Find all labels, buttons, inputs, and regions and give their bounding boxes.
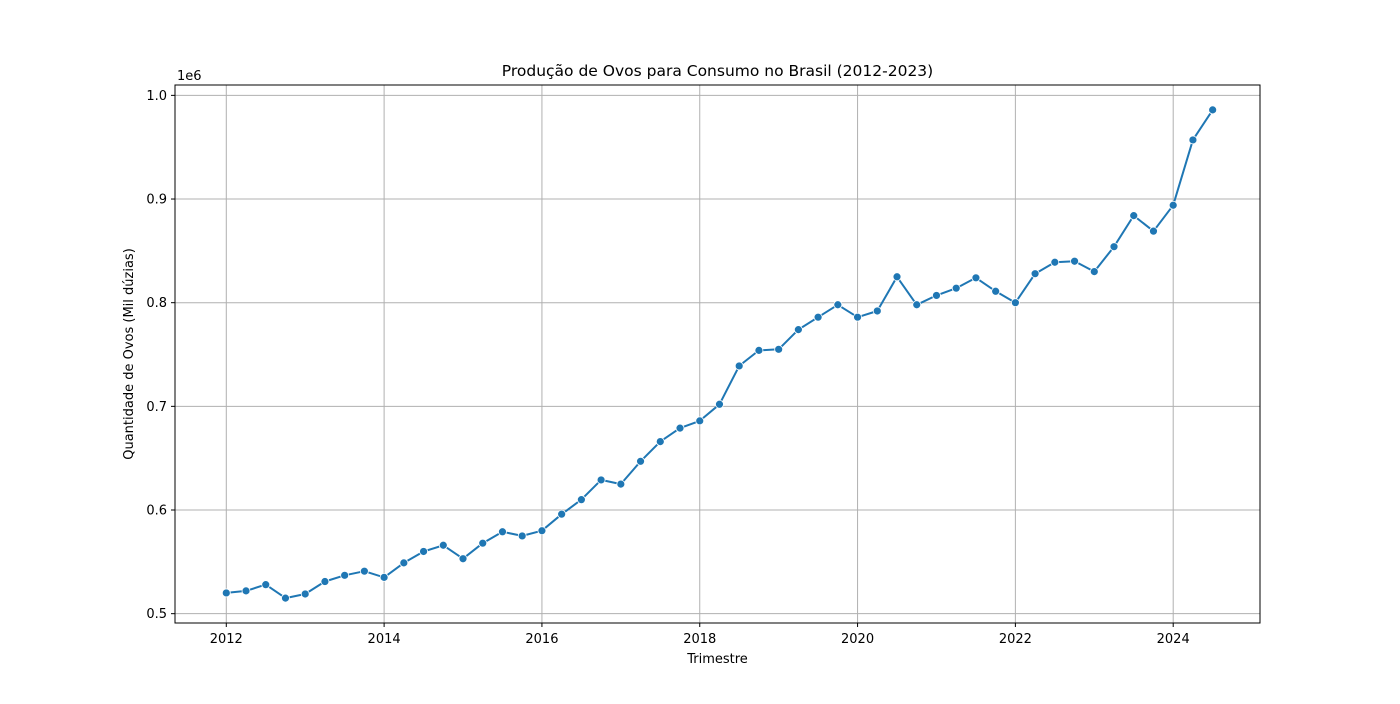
data-point <box>754 345 764 355</box>
data-point <box>359 566 369 576</box>
data-point <box>596 475 606 485</box>
y-tick-label: 1.0 <box>146 89 167 104</box>
data-point <box>813 312 823 322</box>
data-point <box>399 558 409 568</box>
data-point <box>1089 267 1099 276</box>
data-point <box>379 572 389 582</box>
x-tick-label: 2016 <box>525 632 558 647</box>
data-point <box>774 344 784 354</box>
data-point <box>853 312 862 322</box>
data-point <box>675 423 685 433</box>
data-point <box>1070 256 1079 266</box>
data-point <box>1208 105 1218 115</box>
data-point <box>1129 211 1139 221</box>
data-point <box>1010 298 1020 308</box>
y-axis-offset-label: 1e6 <box>177 69 202 84</box>
x-tick-label: 2022 <box>999 632 1032 647</box>
y-axis: 0.5 0.6 0.7 0.8 0.9 1.0 <box>146 89 175 622</box>
x-tick-label: 2018 <box>683 632 716 647</box>
data-point <box>300 589 310 599</box>
data-point <box>261 580 271 590</box>
data-point <box>1149 226 1158 236</box>
data-series <box>221 105 1218 603</box>
data-point <box>1030 269 1040 279</box>
x-tick-label: 2014 <box>368 632 401 647</box>
x-tick-label: 2024 <box>1157 632 1190 647</box>
data-point <box>458 554 468 564</box>
data-point <box>537 526 547 536</box>
data-point <box>1168 200 1178 210</box>
data-point <box>912 300 922 310</box>
data-point <box>438 540 448 550</box>
y-tick-label: 0.7 <box>146 400 167 415</box>
data-point <box>833 300 843 310</box>
x-tick-label: 2020 <box>841 632 874 647</box>
data-point <box>281 593 290 603</box>
data-point <box>892 272 902 282</box>
data-point <box>734 361 744 371</box>
data-point <box>557 509 567 519</box>
data-point <box>695 416 705 426</box>
data-point <box>478 538 488 548</box>
x-axis-label: Trimestre <box>686 652 748 667</box>
data-point <box>576 495 586 505</box>
data-point <box>655 437 665 446</box>
plot-area-frame <box>174 84 1261 624</box>
data-point <box>932 291 941 300</box>
y-axis-label: Quantidade de Ovos (Mil dúzias) <box>122 248 137 460</box>
data-point <box>340 570 350 580</box>
data-point <box>1050 257 1060 267</box>
data-point <box>419 547 428 556</box>
x-tick-label: 2012 <box>210 632 243 647</box>
y-tick-label: 0.6 <box>146 504 167 519</box>
y-tick-label: 0.9 <box>146 193 167 208</box>
y-tick-label: 0.8 <box>146 296 167 311</box>
data-point <box>320 577 330 586</box>
x-axis: 2012 2014 2016 2018 2020 2022 2024 <box>210 623 1190 647</box>
chart-title: Produção de Ovos para Consumo no Brasil … <box>502 62 933 80</box>
y-tick-label: 0.5 <box>146 607 167 622</box>
data-point <box>951 283 961 293</box>
data-point <box>221 588 231 598</box>
data-point <box>715 399 724 409</box>
data-point <box>498 527 507 537</box>
data-point <box>1109 242 1119 252</box>
data-point <box>517 531 527 541</box>
data-point <box>636 456 645 466</box>
data-point <box>1188 135 1198 145</box>
data-point <box>241 586 251 596</box>
data-point <box>971 273 981 283</box>
data-point <box>793 325 803 335</box>
data-point <box>616 479 626 489</box>
data-point <box>991 286 1001 296</box>
data-point <box>872 306 882 316</box>
